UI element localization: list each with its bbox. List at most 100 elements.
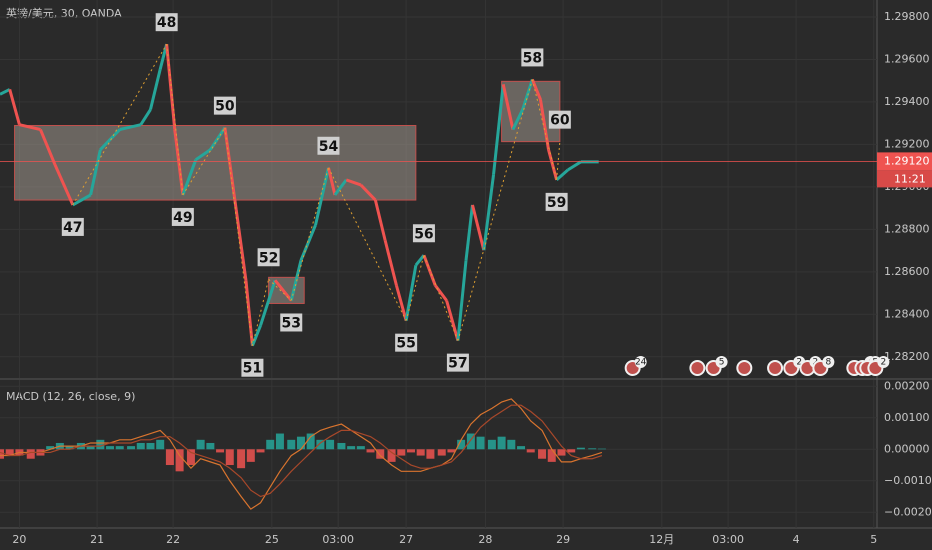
- price-segment: [0, 88, 11, 96]
- wave-label-box: [395, 333, 418, 352]
- event-icon: [767, 360, 784, 376]
- price-segment: [273, 279, 293, 302]
- event-icon: [736, 360, 753, 376]
- y-tick-label: 1.29400: [884, 95, 930, 108]
- wave-label: 49: [173, 210, 192, 226]
- price-segment: [530, 78, 542, 100]
- price-segment: [149, 68, 162, 110]
- wave-link: [166, 44, 184, 195]
- x-tick-label: 21: [90, 533, 104, 546]
- price-segment: [139, 108, 152, 126]
- event-badge: [715, 356, 728, 368]
- histogram-bar: [136, 442, 145, 450]
- histogram-bar: [5, 449, 14, 456]
- wave-label: 59: [547, 195, 566, 211]
- histogram-bar: [175, 449, 184, 472]
- histogram-bar: [237, 449, 246, 469]
- macd-title: MACD (12, 26, close, 9): [6, 390, 135, 403]
- price-segment: [394, 285, 408, 322]
- wave-link: [182, 127, 226, 196]
- y-tick-label: −0.00100: [884, 474, 932, 487]
- x-tick-label: 28: [478, 533, 492, 546]
- histogram-bar: [397, 449, 406, 456]
- wave-label: 58: [523, 50, 542, 66]
- histogram-bar: [476, 436, 485, 450]
- event-badge: [877, 356, 890, 368]
- wave-link: [405, 255, 425, 321]
- histogram-bar: [356, 446, 365, 450]
- histogram-bar: [86, 446, 95, 450]
- price-segment: [39, 128, 57, 166]
- histogram-bar: [376, 449, 385, 459]
- histogram-bar: [127, 446, 136, 450]
- x-tick-label: 20: [12, 533, 26, 546]
- x-tick-label: 25: [265, 533, 279, 546]
- price-segment: [244, 280, 254, 346]
- histogram-bar: [206, 442, 215, 450]
- wave-label: 60: [550, 113, 570, 129]
- wave-label: 51: [243, 361, 262, 377]
- price-segment: [99, 128, 121, 151]
- histogram-bar: [46, 446, 55, 450]
- histogram-bar: [497, 436, 506, 450]
- price-segment: [53, 164, 75, 206]
- wave-label: 47: [63, 220, 82, 236]
- wave-link: [251, 279, 270, 346]
- price-segment: [165, 44, 177, 130]
- event-count: 2: [796, 358, 802, 368]
- wave-label-box: [545, 192, 568, 211]
- price-segment: [259, 300, 271, 327]
- last-price-box: [877, 152, 932, 171]
- wave-label-box: [257, 248, 280, 267]
- wave-link: [268, 278, 292, 301]
- price-segment: [373, 199, 387, 241]
- wave-link: [531, 79, 558, 180]
- y-tick-label: 1.29200: [884, 137, 930, 150]
- histogram-bar: [466, 433, 475, 450]
- wave-label: 52: [259, 250, 278, 266]
- event-icon: [689, 360, 706, 376]
- histogram-bar: [65, 446, 74, 450]
- price-segment: [445, 300, 460, 342]
- chart-title: 英镑/美元, 30, OANDA: [6, 6, 122, 20]
- y-tick-label: 1.28800: [884, 222, 930, 235]
- histogram-bar: [507, 439, 516, 450]
- x-tick-label: 5: [870, 533, 877, 546]
- price-segment: [414, 254, 426, 267]
- wave-label-box: [548, 110, 571, 129]
- price-segment: [492, 84, 505, 175]
- price-segment: [314, 167, 330, 226]
- y-tick-label: 1.28600: [884, 265, 930, 278]
- wave-label-box: [171, 207, 194, 226]
- y-tick-label: 0.00000: [884, 442, 930, 455]
- histogram-bar: [326, 439, 335, 450]
- wave-label-box: [213, 96, 236, 115]
- y-tick-label: 1.28200: [884, 350, 930, 363]
- x-tick-label: 4: [793, 533, 800, 546]
- price-segment: [194, 148, 212, 161]
- x-tick-label: 29: [556, 533, 570, 546]
- price-segment: [327, 167, 337, 196]
- wave-label-box: [241, 358, 264, 377]
- price-segment: [464, 204, 474, 261]
- wave-label-box: [446, 353, 469, 372]
- countdown: 11:21: [894, 172, 926, 185]
- price-segment: [567, 160, 582, 172]
- histogram-bar: [576, 447, 585, 450]
- histogram-bar: [225, 449, 234, 466]
- price-segment: [333, 178, 348, 196]
- price-segment: [482, 174, 496, 251]
- wave-link: [328, 167, 407, 321]
- price-segment: [181, 159, 198, 196]
- histogram-bar: [196, 439, 205, 450]
- event-count: 24: [635, 358, 647, 368]
- macd-line: [0, 398, 603, 510]
- histogram-bar: [165, 449, 174, 466]
- histogram-bar: [447, 449, 456, 453]
- histogram-bar: [526, 449, 535, 453]
- wave-label-box: [521, 48, 544, 67]
- histogram-bar: [426, 449, 435, 459]
- y-tick-label: −0.00200: [884, 505, 932, 518]
- wave-link: [556, 141, 561, 180]
